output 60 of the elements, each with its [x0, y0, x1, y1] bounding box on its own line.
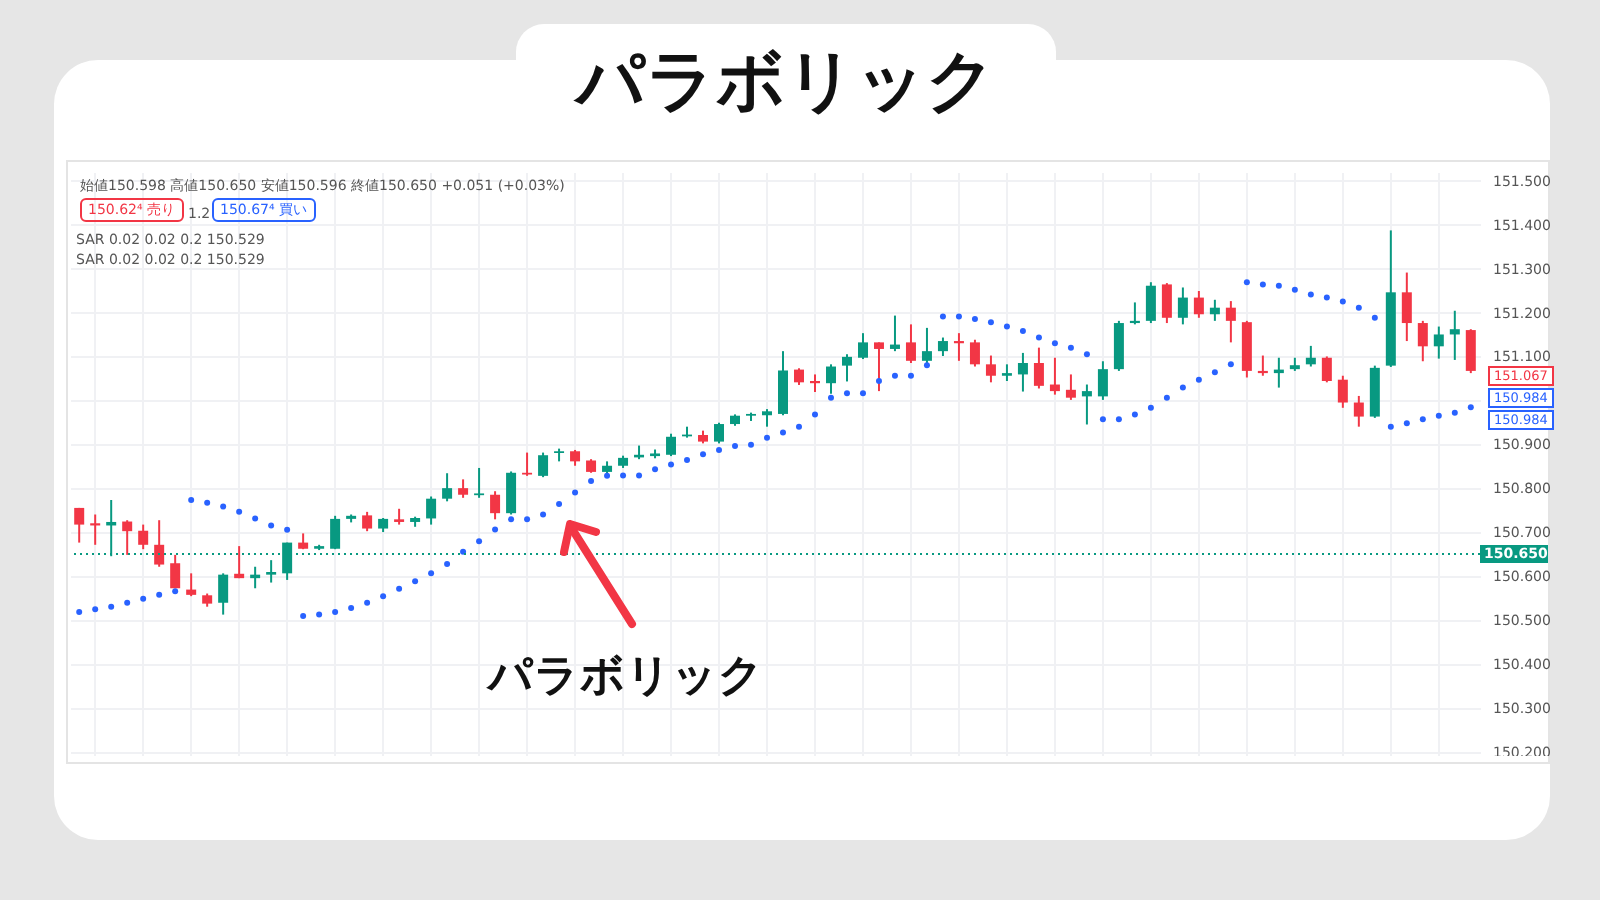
candlestick: [953, 332, 964, 362]
candlestick: [873, 341, 884, 393]
candlestick: [1081, 383, 1092, 426]
candlestick: [921, 326, 932, 366]
candlestick: [1305, 344, 1316, 368]
candlestick: [1177, 286, 1188, 326]
candlestick: [458, 478, 469, 499]
candlestick: [474, 466, 485, 499]
candlestick: [362, 510, 373, 533]
candlestick: [666, 432, 677, 458]
candlestick: [1225, 300, 1236, 344]
candlestick: [778, 350, 788, 417]
candlestick: [937, 336, 948, 357]
candlestick: [1449, 309, 1460, 361]
candlestick: [538, 451, 549, 479]
candlestick: [841, 353, 852, 383]
candlestick: [90, 513, 101, 546]
candlestick: [522, 451, 533, 477]
candlestick: [122, 519, 133, 556]
candlestick: [1161, 282, 1172, 325]
candlestick: [330, 514, 341, 551]
candlestick: [985, 354, 996, 384]
candlestick: [1113, 319, 1124, 372]
candlestick: [138, 523, 149, 551]
candlestick: [426, 495, 437, 526]
candlestick: [1017, 351, 1028, 393]
candlestick: [1097, 360, 1108, 401]
candlestick: [1321, 355, 1332, 384]
chart-title: パラボリック: [516, 24, 1056, 140]
candlestick: [714, 421, 725, 445]
candlestick: [1353, 394, 1364, 428]
candlestick: [1193, 290, 1204, 319]
candlestick: [186, 572, 197, 598]
candlestick: [969, 338, 980, 368]
candlestick: [1257, 354, 1268, 377]
candlestick: [1129, 301, 1140, 326]
candlestick: [1465, 328, 1476, 375]
candlestick: [1209, 298, 1220, 322]
candlestick: [809, 373, 820, 393]
candlestick: [1433, 325, 1444, 360]
candlestick: [825, 363, 836, 395]
candlestick: [234, 545, 245, 580]
candlestick: [1065, 373, 1076, 401]
candlestick: [1145, 281, 1156, 325]
candlestick: [1337, 374, 1348, 409]
candlestick: [266, 559, 277, 584]
candlestick: [1401, 271, 1412, 343]
candlestick: [506, 470, 517, 516]
candlestick: [889, 314, 900, 353]
candlestick: [490, 490, 501, 521]
candlestick: [1033, 346, 1044, 390]
candlestick: [1417, 319, 1428, 363]
annotation: パラボリック: [488, 652, 764, 702]
candlestick: [442, 472, 453, 503]
candlestick: [74, 506, 85, 544]
candlestick: [154, 519, 165, 568]
candlestick: [1049, 356, 1060, 396]
candlestick: [857, 332, 868, 361]
candlestick: [218, 572, 229, 616]
candlestick: [905, 323, 916, 365]
